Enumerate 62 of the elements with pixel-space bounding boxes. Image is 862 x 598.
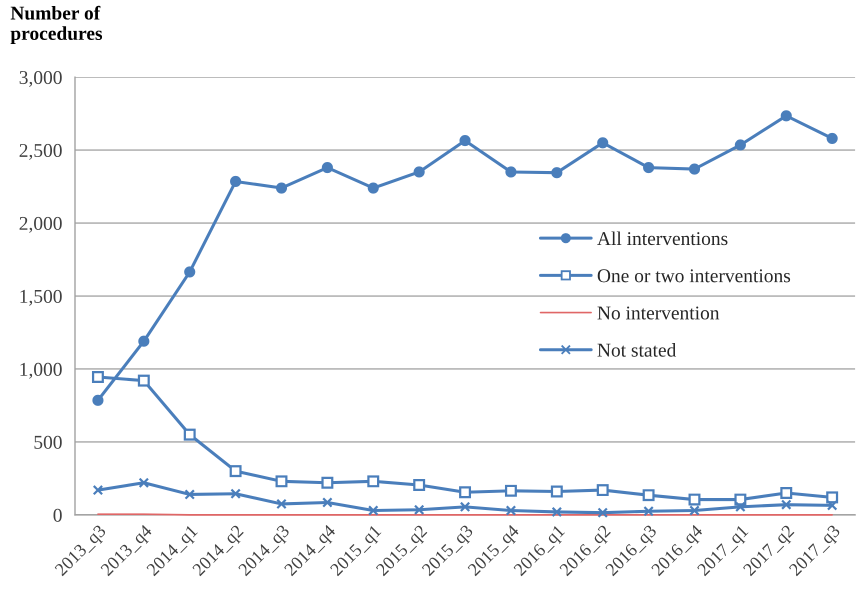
point xyxy=(276,498,287,510)
point xyxy=(735,502,746,512)
y-axis-title: Number of procedures xyxy=(10,6,102,44)
point xyxy=(826,132,838,144)
point xyxy=(688,164,700,175)
point xyxy=(826,491,838,504)
point xyxy=(551,167,562,178)
point xyxy=(321,476,334,489)
point xyxy=(230,176,242,188)
point xyxy=(414,166,425,178)
point xyxy=(276,475,288,488)
point xyxy=(230,465,242,478)
point xyxy=(184,428,196,441)
point xyxy=(184,489,195,500)
point xyxy=(92,394,104,406)
point xyxy=(414,504,424,516)
y-tick-label: 2,000 xyxy=(20,216,62,233)
point xyxy=(688,494,700,506)
point xyxy=(322,162,333,174)
point xyxy=(368,182,379,194)
point xyxy=(459,486,472,498)
point xyxy=(459,135,471,146)
point xyxy=(92,371,104,383)
point xyxy=(597,137,608,148)
point xyxy=(138,478,150,488)
point xyxy=(138,374,150,387)
y-tick-label: 2,500 xyxy=(20,144,62,160)
y-tick-label: 1,500 xyxy=(20,290,62,306)
point xyxy=(552,506,562,518)
y-tick-label: 3,000 xyxy=(20,70,62,87)
y-tick-label: 500 xyxy=(34,436,62,449)
point xyxy=(504,484,517,497)
point xyxy=(826,500,838,511)
point xyxy=(643,162,654,174)
point xyxy=(230,488,241,499)
point xyxy=(138,336,150,347)
point xyxy=(506,505,516,516)
point xyxy=(550,486,563,498)
legend-label: No intervention xyxy=(597,306,720,320)
point xyxy=(322,497,333,508)
point xyxy=(643,506,654,517)
legend-label: One or two interventions xyxy=(598,269,790,282)
legend-label: All interventions xyxy=(597,231,728,246)
point xyxy=(734,139,746,151)
point xyxy=(596,484,609,496)
point xyxy=(367,475,380,488)
point xyxy=(368,505,379,516)
y-tick-label: 0 xyxy=(54,508,62,522)
y-tick-label: 1,000 xyxy=(20,362,62,379)
point xyxy=(780,110,792,122)
point xyxy=(505,166,516,178)
legend-label: Not stated xyxy=(597,343,676,357)
point xyxy=(184,266,196,278)
point xyxy=(460,502,470,512)
point xyxy=(413,478,426,491)
point xyxy=(597,507,608,518)
point xyxy=(276,182,288,194)
point xyxy=(689,505,700,516)
point xyxy=(92,484,104,496)
point xyxy=(780,499,792,510)
point xyxy=(780,487,792,499)
point xyxy=(642,489,655,502)
